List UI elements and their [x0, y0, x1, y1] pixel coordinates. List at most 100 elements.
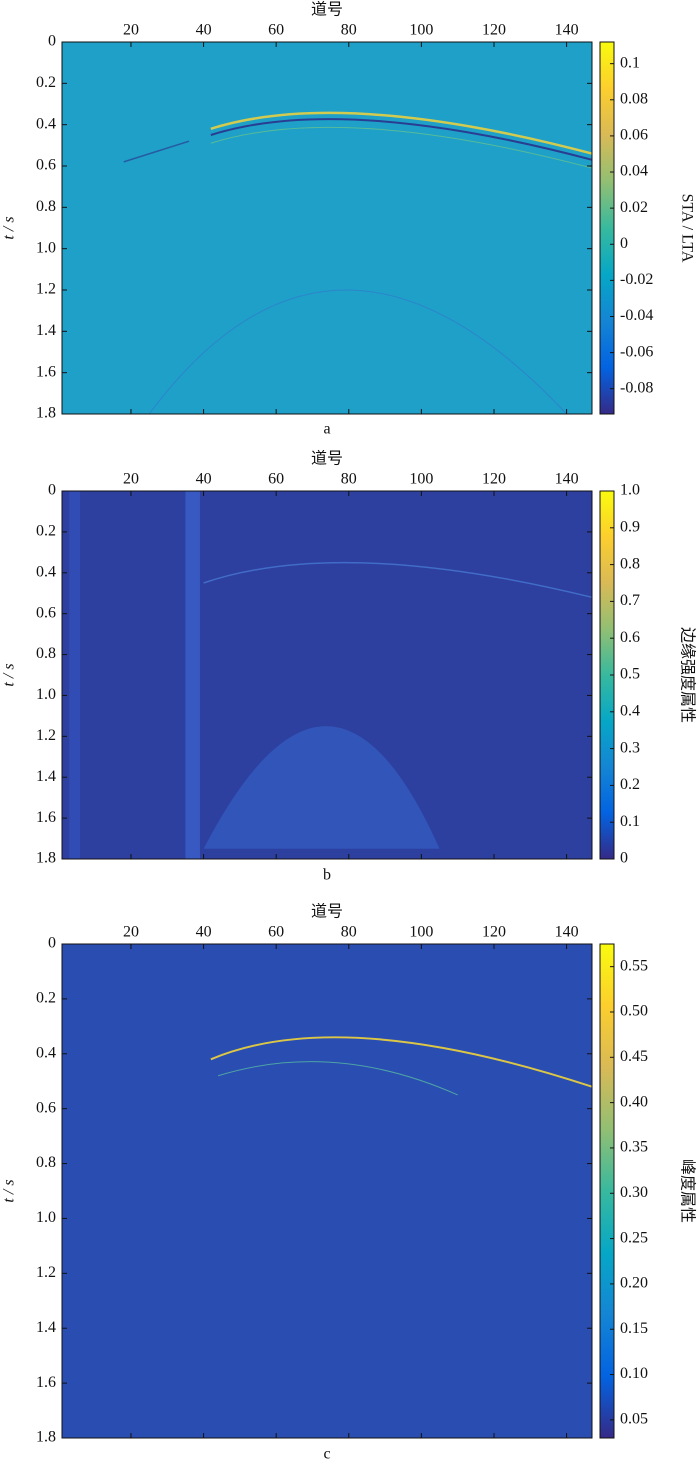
x-tick-label: 20 [123, 924, 139, 941]
x-tick-label: 140 [555, 924, 579, 941]
x-tick-label: 40 [196, 471, 212, 488]
colorbar-tick-label: 0.8 [620, 555, 640, 572]
panel-caption: a [323, 421, 330, 438]
y-tick-label: 0.2 [36, 74, 56, 91]
y-tick-label: 0 [48, 482, 56, 499]
colorbar-tick-label: 0 [620, 850, 628, 867]
event-decor [185, 491, 200, 859]
colorbar-tick-label: 0.2 [620, 776, 640, 793]
x-tick-label: 40 [196, 22, 212, 39]
plot-frame [61, 490, 593, 860]
x-axis-title: 道号 [311, 450, 343, 468]
plot-frame [61, 943, 593, 1439]
x-tick-label: 100 [409, 22, 433, 39]
x-tick-label: 80 [341, 22, 357, 39]
colorbar-tick-label: 0.6 [620, 629, 640, 646]
y-tick-label: 0.4 [36, 115, 56, 132]
colorbar-title: STA / LTA [678, 194, 695, 263]
y-tick-label: 0 [48, 33, 56, 50]
event-decor [217, 1061, 458, 1096]
y-tick-label: 1.2 [36, 727, 56, 744]
colorbar-tick-label: 0.05 [620, 1411, 648, 1428]
colorbar-tick-label: -0.06 [620, 343, 653, 360]
colorbar-tick-label: -0.04 [620, 307, 653, 324]
y-tick-label: 0.4 [36, 1044, 56, 1061]
event-decor [203, 561, 593, 599]
colorbar-tick-label: 0.5 [620, 666, 640, 683]
x-tick-label: 40 [196, 924, 212, 941]
heatmap-area [62, 42, 592, 414]
y-tick-label: 0.6 [36, 157, 56, 174]
colorbar-tick-label: 0.4 [620, 702, 640, 719]
colorbar-tick-label: 0.9 [620, 518, 640, 535]
y-tick-label: 1.4 [36, 1319, 56, 1336]
y-tick-label: 1.4 [36, 322, 56, 339]
colorbar [599, 41, 615, 415]
y-tick-label: 1.8 [36, 850, 56, 867]
colorbar-tick-label: 0.45 [620, 1048, 648, 1065]
event-decor [210, 1036, 593, 1088]
y-tick-label: 1.0 [36, 686, 56, 703]
event-decor [148, 289, 567, 415]
y-tick-label: 1.8 [36, 405, 56, 422]
event-decor [123, 140, 190, 163]
y-tick-label: 0.8 [36, 1154, 56, 1171]
event-decor [210, 111, 593, 155]
y-tick-label: 1.0 [36, 239, 56, 256]
y-tick-label: 1.2 [36, 281, 56, 298]
colorbar-tick-label: 0.10 [620, 1365, 648, 1382]
x-tick-label: 80 [341, 924, 357, 941]
y-axis-title: t / s [1, 1179, 18, 1202]
y-tick-label: 0.6 [36, 1099, 56, 1116]
y-tick-label: 0.4 [36, 563, 56, 580]
x-tick-label: 140 [555, 22, 579, 39]
event-decor [210, 118, 593, 161]
colorbar-tick-label: 0.55 [620, 957, 648, 974]
y-tick-label: 1.0 [36, 1209, 56, 1226]
colorbar-tick-label: 0.1 [620, 813, 640, 830]
x-axis-title: 道号 [311, 903, 343, 921]
x-tick-label: 100 [409, 471, 433, 488]
y-tick-label: 1.6 [36, 1374, 56, 1391]
x-tick-label: 60 [268, 22, 284, 39]
y-tick-label: 0 [48, 935, 56, 952]
y-tick-label: 0.2 [36, 990, 56, 1007]
x-tick-label: 120 [482, 924, 506, 941]
y-axis-title: t / s [1, 663, 18, 686]
x-tick-label: 80 [341, 471, 357, 488]
y-tick-label: 0.8 [36, 645, 56, 662]
colorbar-tick-label: 0.04 [620, 163, 648, 180]
colorbar-tick-label: 0.15 [620, 1320, 648, 1337]
y-tick-label: 1.4 [36, 768, 56, 785]
colorbar-title: 峰度属性 [678, 1159, 696, 1223]
colorbar-tick-label: -0.08 [620, 379, 653, 396]
x-tick-label: 60 [268, 924, 284, 941]
panel-caption: b [323, 867, 331, 884]
x-tick-label: 100 [409, 924, 433, 941]
colorbar-tick-label: 0.50 [620, 1003, 648, 1020]
colorbar-tick-label: 0.25 [620, 1229, 648, 1246]
x-tick-label: 20 [123, 22, 139, 39]
event-decor [69, 491, 81, 859]
x-tick-label: 20 [123, 471, 139, 488]
x-tick-label: 140 [555, 471, 579, 488]
x-tick-label: 120 [482, 471, 506, 488]
colorbar-tick-label: 0 [620, 235, 628, 252]
colorbar-tick-label: 0.06 [620, 127, 648, 144]
colorbar-tick-label: 0.20 [620, 1275, 648, 1292]
colorbar-tick-label: 0.08 [620, 90, 648, 107]
y-tick-label: 1.6 [36, 809, 56, 826]
x-tick-label: 120 [482, 22, 506, 39]
y-tick-label: 1.8 [36, 1429, 56, 1446]
plot-frame [61, 41, 593, 415]
y-tick-label: 0.8 [36, 198, 56, 215]
event-decor [203, 726, 440, 849]
colorbar-tick-label: 0.30 [620, 1184, 648, 1201]
colorbar-tick-label: 0.1 [620, 54, 640, 71]
y-axis-title: t / s [1, 216, 18, 239]
colorbar [599, 943, 615, 1439]
colorbar-tick-label: 0.35 [620, 1139, 648, 1156]
panel-caption: c [323, 1446, 330, 1463]
colorbar-tick-label: 0.02 [620, 199, 648, 216]
